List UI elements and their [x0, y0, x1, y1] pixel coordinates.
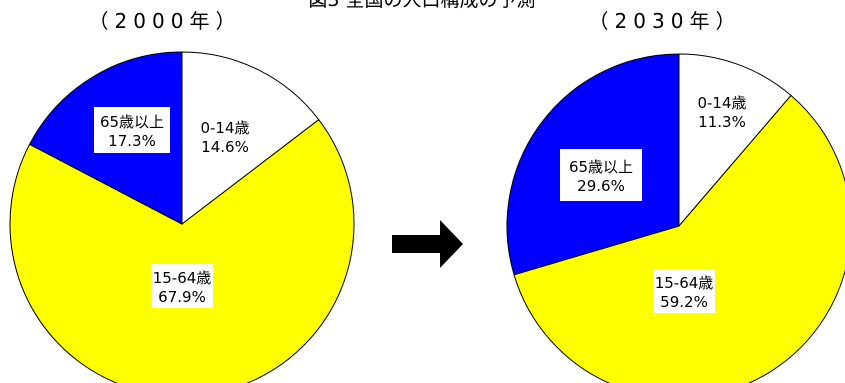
pie-2000-year-label: （2000年） — [89, 9, 242, 33]
pie-2030-slice-value-65-plus: 29.6% — [577, 177, 625, 195]
pie-2000-slice-value-15-64: 67.9% — [158, 288, 206, 306]
pie-2000-slice-value-65-plus: 17.3% — [108, 132, 156, 150]
right-arrow-icon — [392, 220, 463, 268]
pie-2030-slice-value-15-64: 59.2% — [660, 293, 708, 311]
pie-2030-slice-name-65-plus: 65歳以上 — [569, 158, 633, 176]
pie-2030-slice-name-15-64: 15-64歳 — [655, 274, 714, 292]
pie-2030-year-label: （2030年） — [589, 9, 742, 33]
pie-2000-slice-name-0-14: 0-14歳 — [200, 119, 249, 137]
figure-title: 図3 全国の人口構成の予測 — [308, 0, 535, 11]
pie-2030-slice-value-0-14: 11.3% — [698, 113, 746, 131]
pie-2030-slice-name-0-14: 0-14歳 — [697, 94, 746, 112]
pie-2000-slice-name-65-plus: 65歳以上 — [100, 113, 164, 131]
pie-2000-slice-value-0-14: 14.6% — [201, 138, 249, 156]
pie-2000-slice-name-15-64: 15-64歳 — [153, 269, 212, 287]
